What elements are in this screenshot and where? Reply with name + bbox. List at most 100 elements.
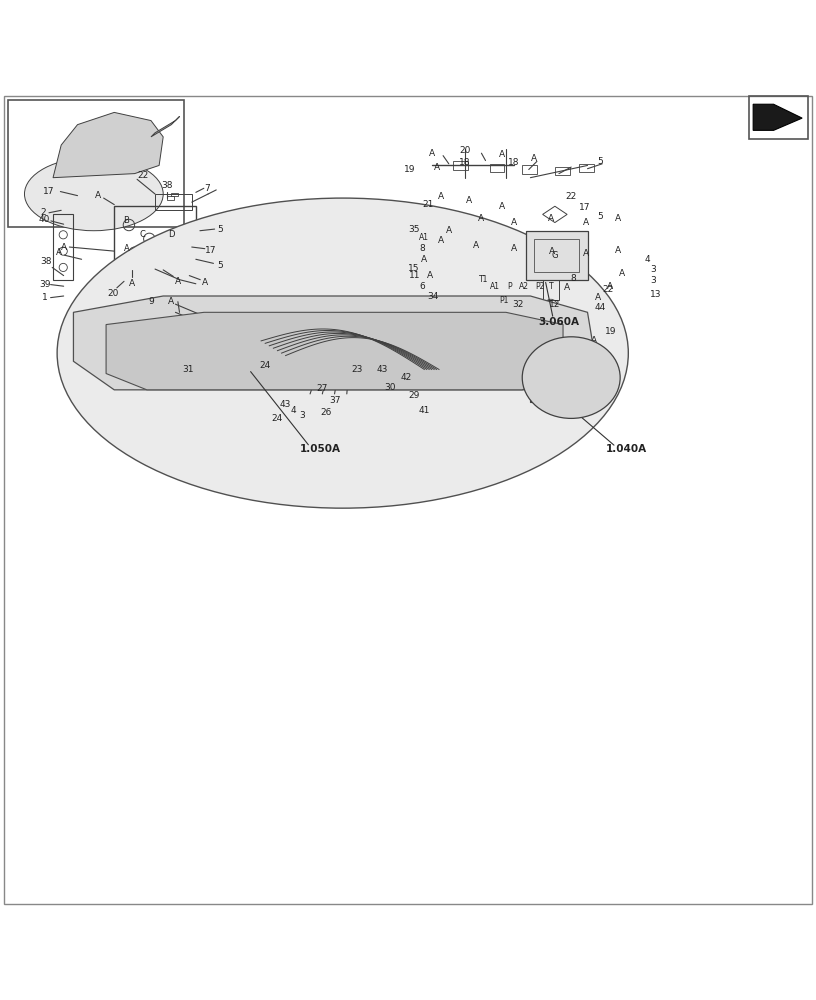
Text: A: A (437, 192, 444, 201)
Text: A: A (573, 356, 579, 365)
Text: 38: 38 (162, 181, 173, 190)
Text: 18: 18 (508, 158, 520, 167)
Text: A: A (614, 214, 621, 223)
Text: A: A (595, 293, 601, 302)
Text: A: A (427, 271, 433, 280)
Text: A: A (511, 218, 517, 227)
Text: 8: 8 (419, 244, 426, 253)
Ellipse shape (57, 198, 628, 508)
Text: 37: 37 (329, 396, 340, 405)
Text: 38: 38 (41, 257, 52, 266)
Text: A: A (564, 283, 570, 292)
Text: A: A (614, 246, 621, 255)
Text: 13: 13 (650, 290, 661, 299)
Text: 34: 34 (427, 292, 438, 301)
Text: 24: 24 (259, 361, 271, 370)
Text: 30: 30 (384, 383, 396, 392)
Text: A: A (472, 241, 479, 250)
Bar (534, 239, 579, 272)
Text: T: T (548, 282, 553, 291)
Text: 1: 1 (42, 293, 48, 302)
Text: 2: 2 (41, 208, 46, 217)
Text: 21: 21 (423, 200, 434, 209)
Polygon shape (753, 104, 802, 130)
Text: 31: 31 (182, 365, 193, 374)
Bar (579, 164, 594, 172)
Text: 3.060A: 3.060A (539, 317, 579, 327)
Polygon shape (151, 116, 180, 137)
Circle shape (454, 250, 460, 257)
Text: 20: 20 (459, 146, 471, 155)
Text: 1.040A: 1.040A (606, 444, 647, 454)
Text: 5: 5 (596, 157, 603, 166)
Bar (159, 330, 212, 367)
Text: A: A (556, 367, 562, 376)
Text: C: C (140, 230, 146, 239)
Text: 44: 44 (594, 303, 605, 312)
Text: 23: 23 (352, 365, 363, 374)
Bar (167, 312, 184, 320)
Text: 9: 9 (148, 297, 154, 306)
Text: 42: 42 (401, 373, 412, 382)
Ellipse shape (522, 337, 620, 418)
Text: A2: A2 (519, 282, 529, 291)
Text: 3: 3 (650, 265, 656, 274)
Text: 3: 3 (650, 276, 656, 285)
Ellipse shape (24, 157, 163, 231)
Text: A1: A1 (419, 233, 429, 242)
Text: 7: 7 (204, 184, 211, 193)
Text: A: A (511, 244, 517, 253)
Text: 5: 5 (596, 212, 603, 221)
Text: 22: 22 (602, 285, 614, 294)
Bar (543, 280, 559, 300)
Polygon shape (53, 112, 163, 178)
Text: A: A (548, 214, 554, 223)
Text: A: A (437, 236, 444, 245)
Text: A: A (499, 202, 505, 211)
Bar (155, 326, 216, 371)
Text: 15: 15 (408, 264, 419, 273)
Bar (530, 353, 579, 402)
Text: 18: 18 (459, 158, 471, 167)
Text: 20: 20 (541, 358, 552, 367)
Text: 5: 5 (217, 261, 224, 270)
Text: 17: 17 (579, 203, 591, 212)
Text: 32: 32 (512, 300, 524, 309)
Text: 3: 3 (299, 411, 305, 420)
Text: 1.050A: 1.050A (300, 444, 341, 454)
Text: 4: 4 (645, 255, 650, 264)
Text: B: B (123, 216, 130, 225)
Text: A: A (175, 277, 181, 286)
Text: 35: 35 (408, 225, 419, 234)
Text: 11: 11 (409, 271, 420, 280)
Bar (490, 164, 504, 172)
Bar (155, 194, 192, 210)
Text: 24: 24 (272, 414, 283, 423)
Text: P2: P2 (535, 282, 545, 291)
Polygon shape (73, 296, 596, 390)
Text: A: A (95, 191, 101, 200)
Text: A: A (531, 154, 538, 163)
Text: 4: 4 (291, 406, 296, 415)
Text: 39: 39 (39, 280, 51, 289)
Text: PG: PG (583, 353, 596, 362)
Bar (522, 165, 537, 174)
Text: 19: 19 (404, 165, 415, 174)
Bar (555, 167, 570, 175)
Text: 6: 6 (419, 282, 425, 291)
Text: P1: P1 (499, 296, 509, 305)
Text: A: A (129, 279, 135, 288)
Text: 41: 41 (419, 406, 430, 415)
Bar (171, 193, 178, 196)
Text: SH: SH (548, 353, 561, 362)
Bar (53, 214, 73, 280)
Bar (416, 292, 571, 304)
Text: A: A (429, 149, 436, 158)
Text: A: A (619, 269, 625, 278)
Text: 29: 29 (409, 391, 420, 400)
Polygon shape (106, 312, 563, 390)
Text: 17: 17 (43, 187, 55, 196)
Text: 40: 40 (38, 215, 50, 224)
Text: 22: 22 (137, 171, 149, 180)
Text: 43: 43 (376, 365, 388, 374)
